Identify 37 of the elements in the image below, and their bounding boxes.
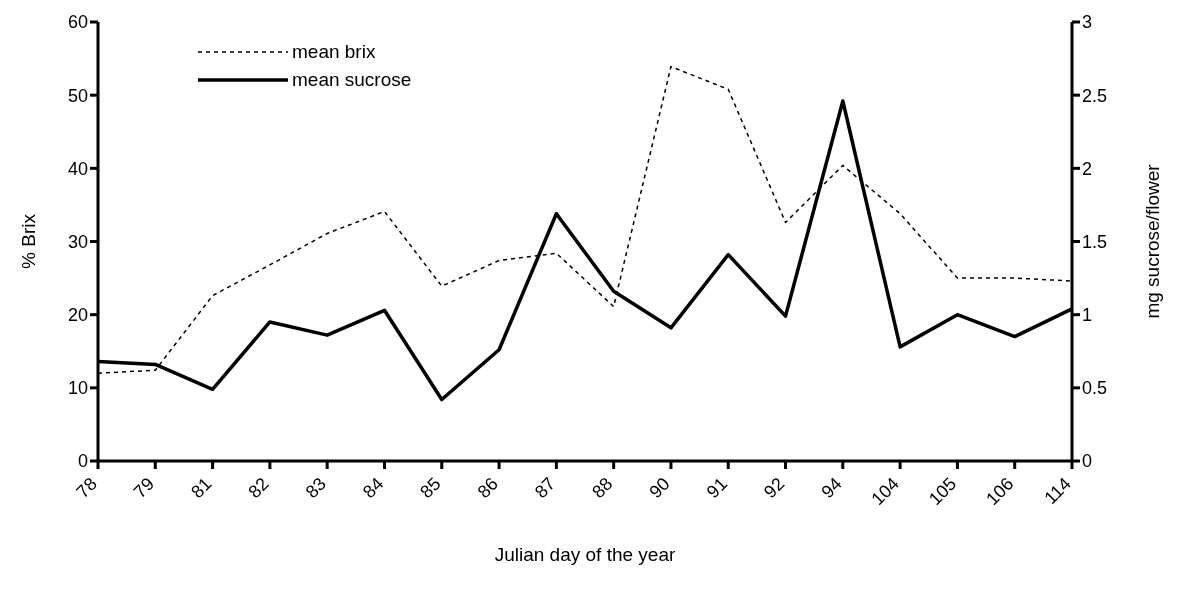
legend-label: mean sucrose	[292, 68, 412, 92]
x-axis-title: Julian day of the year	[494, 544, 676, 565]
x-tick-label: 106	[982, 473, 1018, 510]
y-tick-label: 0	[77, 451, 88, 472]
x-tick-label: 92	[760, 473, 789, 502]
x-tick-label: 87	[530, 473, 560, 502]
y2-tick-label: 3	[1082, 12, 1093, 33]
x-tick-label: 90	[645, 473, 674, 502]
y2-tick-label: 2.5	[1082, 85, 1108, 106]
y-tick-label: 30	[67, 231, 88, 252]
y2-tick-label: 0	[1082, 451, 1093, 472]
y-tick-label: 50	[67, 85, 88, 106]
y-tick-label: 10	[67, 378, 88, 399]
y2-tick-label: 1	[1082, 305, 1093, 326]
x-tick-label: 79	[129, 473, 159, 502]
x-tick-label: 82	[244, 473, 273, 502]
y2-tick-label: 1.5	[1082, 231, 1108, 252]
x-tick-label: 114	[1040, 473, 1075, 509]
y2-axis-title: mg sucrose/flower	[1141, 163, 1163, 319]
x-tick-label: 83	[301, 473, 330, 502]
x-tick-label: 84	[358, 473, 388, 502]
x-tick-label: 85	[416, 473, 445, 502]
legend-label: mean brix	[292, 40, 376, 64]
y-tick-label: 40	[67, 158, 88, 179]
y-tick-label: 20	[67, 305, 88, 326]
x-tick-label: 104	[867, 473, 903, 510]
x-tick-label: 105	[924, 473, 961, 510]
x-tick-label: 78	[72, 473, 101, 502]
x-tick-label: 81	[187, 473, 216, 502]
x-tick-label: 91	[702, 473, 732, 502]
x-tick-label: 94	[817, 473, 846, 502]
y2-tick-label: 0.5	[1082, 378, 1108, 399]
x-tick-label: 88	[588, 473, 617, 502]
y-axis-title: % Brix	[17, 213, 39, 269]
x-tick-label: 86	[473, 473, 502, 502]
y-tick-label: 60	[67, 12, 88, 33]
y2-tick-label: 2	[1082, 158, 1093, 179]
